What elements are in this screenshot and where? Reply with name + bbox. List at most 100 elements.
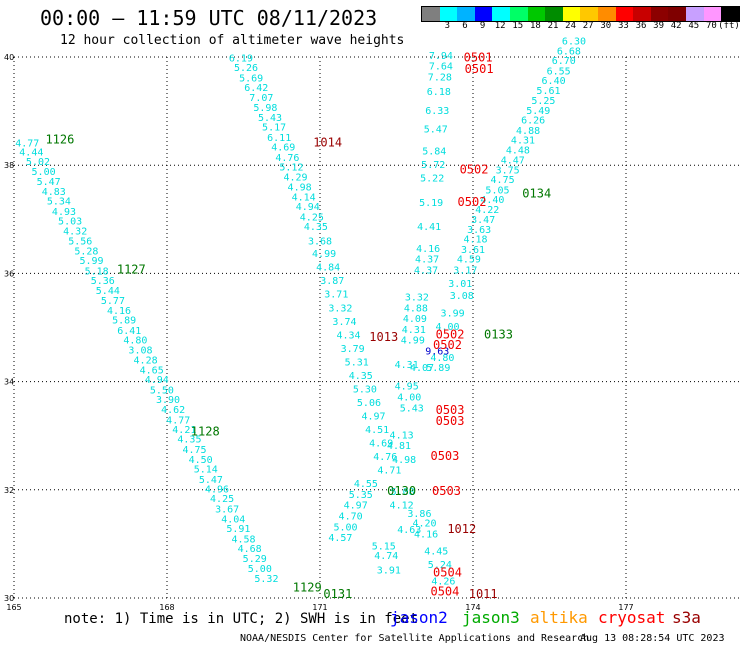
wave-height-label: 6.40 [542, 76, 566, 87]
colorbar-swatch [597, 7, 616, 21]
wave-height-label: 4.14 [292, 192, 316, 203]
wave-height-label: 6.26 [521, 116, 545, 127]
axis-ticks: 165 168 171 174 177 40 38 36 34 32 30 [4, 53, 634, 612]
wave-height-label: 5.72 [421, 160, 445, 171]
wave-height-label: 5.28 [74, 246, 98, 257]
wave-height-label: 5.84 [422, 146, 446, 157]
wave-height-label: 3.71 [324, 290, 348, 301]
footnote: note: 1) Time is in UTC; 2) SWH is in fe… [64, 611, 419, 627]
pass-time-label: 0503 [430, 449, 459, 463]
map-grid [13, 56, 740, 599]
wave-height-label: 4.34 [337, 330, 361, 341]
wave-height-label: 5.22 [420, 173, 444, 184]
legend-item-cryosat: cryosat [598, 608, 666, 627]
pass-time-label: 1014 [313, 135, 342, 149]
wave-height-label: 3.67 [215, 505, 239, 516]
wave-height-label: 4.80 [430, 353, 454, 364]
colorbar-label: 70 [705, 21, 717, 31]
wave-height-label: 5.32 [254, 574, 278, 585]
wave-height-label: 7.94 [429, 51, 453, 62]
wave-height-label: 5.69 [239, 73, 263, 84]
pass-time-label: 1012 [447, 522, 476, 536]
colorbar-swatch [422, 7, 440, 21]
colorbar-label: 21 [547, 21, 559, 31]
colorbar-label: 9 [479, 21, 486, 31]
chart-title: 00:00 – 11:59 UTC 08/11/2023 [40, 6, 378, 30]
wave-height-label: 3.99 [441, 309, 465, 320]
wave-height-label: 4.62 [161, 405, 185, 416]
wave-height-label: 6.18 [427, 87, 451, 98]
colorbar-labels: 3 6 9 12 15 18 21 24 27 30 33 36 39 42 45 70 (ft) [421, 21, 740, 33]
wave-height-label: 4.31 [395, 360, 419, 371]
colorbar-swatch [457, 7, 475, 21]
wave-height-label: 4.88 [404, 303, 428, 314]
wave-height-label: 3.91 [377, 566, 401, 577]
lat-tick-label: 40 [4, 53, 14, 62]
wave-height-label: 4.16 [416, 244, 440, 255]
wave-height-label: 5.24 [428, 560, 452, 571]
wave-height-label: 5.12 [279, 163, 303, 174]
chart-subtitle: 12 hour collection of altimeter wave hei… [60, 33, 405, 48]
wave-height-label: 3.75 [496, 165, 520, 176]
wave-height-label: 4.07 [410, 363, 434, 374]
lon-tick-label: 171 [312, 603, 327, 612]
wave-height-label: 4.12 [390, 501, 414, 512]
legend-item-s3a: s3a [672, 608, 701, 627]
wave-height-label: 4.70 [339, 512, 363, 523]
wave-height-label: 4.97 [362, 411, 386, 422]
wave-height-label: 4.57 [328, 533, 352, 544]
wave-height-label: 4.93 [52, 207, 76, 218]
wave-height-label: 4.41 [417, 222, 441, 233]
wave-height-label: 3.47 [471, 215, 495, 226]
wave-height-label: 4.29 [283, 172, 307, 183]
wave-height-label: 5.00 [248, 564, 272, 575]
wave-height-label: 4.22 [475, 205, 499, 216]
colorbar-swatch [492, 7, 510, 21]
colorbar-swatch [509, 7, 528, 21]
pass-time-label: 0503 [436, 414, 465, 428]
wave-height-label: 4.16 [414, 529, 438, 540]
colorbar-label: 30 [600, 21, 612, 31]
colorbar-label: (ft) [718, 21, 740, 31]
wave-height-label: 4.96 [205, 485, 229, 496]
colorbar-swatch [650, 7, 669, 21]
wave-height-label: 5.02 [26, 157, 50, 168]
wave-height-label: 4.77 [166, 415, 190, 426]
pass-time-label: 1129 [293, 581, 322, 595]
wave-height-label: 3.90 [156, 395, 180, 406]
wave-height-label: 7.28 [428, 72, 452, 83]
lat-tick-label: 34 [4, 378, 14, 387]
wave-height-label: 5.77 [101, 296, 125, 307]
colorbar-label: 24 [565, 21, 577, 31]
wave-height-label: 5.03 [58, 217, 82, 228]
colorbar-label: 27 [582, 21, 594, 31]
pass-time-label: 0504 [433, 565, 462, 579]
wave-height-label: 5.36 [91, 276, 115, 287]
wave-height-label: 4.94 [145, 375, 169, 386]
wave-height-label: 5.91 [226, 524, 250, 535]
lon-tick-label: 168 [159, 603, 174, 612]
wave-height-label: 6.19 [229, 53, 253, 64]
colorbar-label: 18 [529, 21, 541, 31]
wave-height-label: 5.26 [234, 63, 258, 74]
lon-tick-label: 165 [6, 603, 21, 612]
wave-height-label: 3.63 [467, 225, 491, 236]
wave-height-label: 4.00 [397, 393, 421, 404]
colorbar-swatch [615, 7, 634, 21]
wave-height-label: 5.18 [85, 266, 109, 277]
pass-time-label: 0134 [522, 187, 551, 201]
wave-height-label: 5.25 [531, 96, 555, 107]
pass-time-label: 0503 [436, 403, 465, 417]
wave-height-label: 4.04 [221, 514, 245, 525]
wave-height-label: 5.08 [391, 487, 415, 498]
pass-labels: 1126 1127 1128 1129 0131 0130 0133 0134 1014 1013… [45, 50, 551, 601]
colorbar-label: 15 [512, 21, 524, 31]
colorbar-swatch [685, 7, 704, 21]
wave-height-label: 3.08 [450, 291, 474, 302]
wave-height-label: 5.35 [349, 490, 373, 501]
wave-height-label: 5.43 [400, 403, 424, 414]
legend-item-jason2: jason2 [390, 608, 448, 627]
wave-height-label: 4.35 [349, 371, 373, 382]
wave-height-label: 4.77 [15, 138, 39, 149]
